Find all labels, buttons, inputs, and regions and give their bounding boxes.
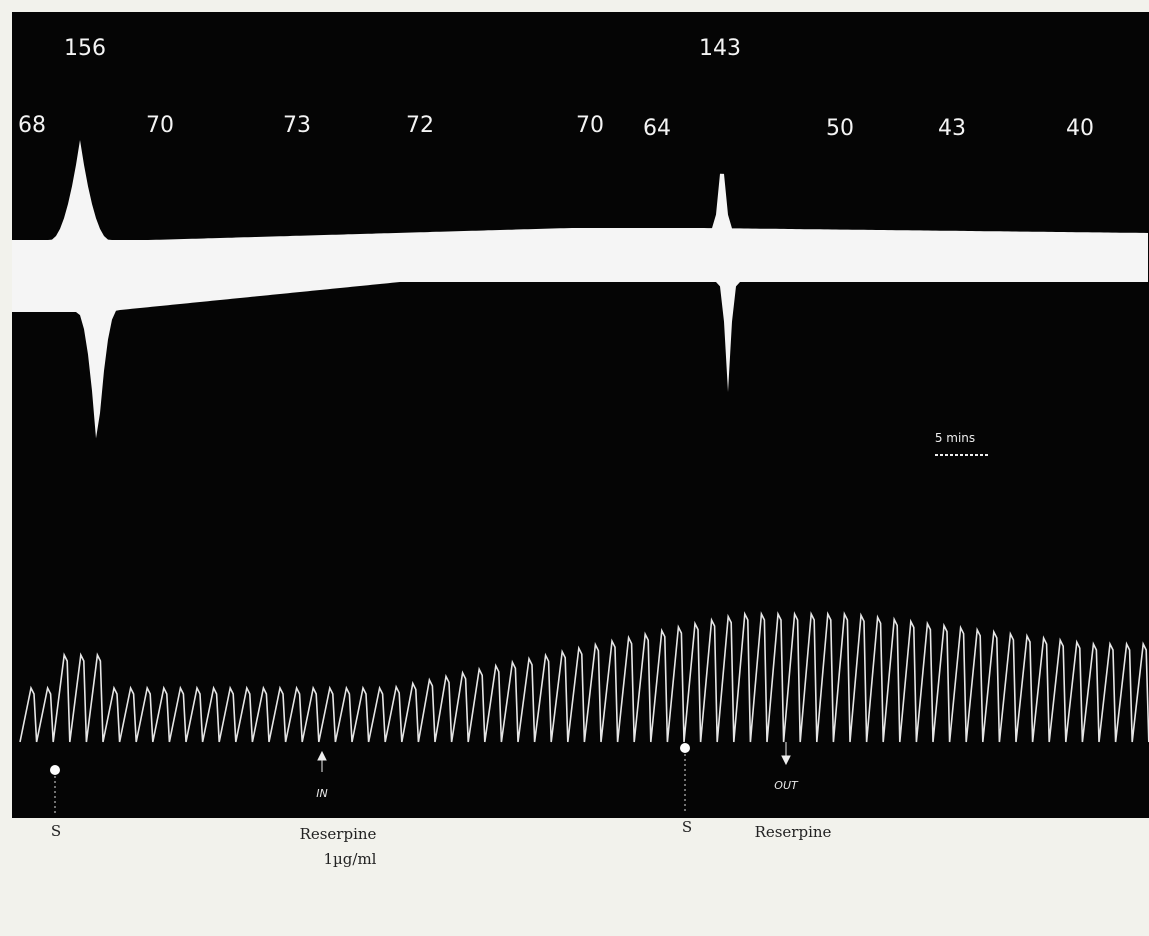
rate-label: 70 [146, 113, 174, 138]
rate-label: 73 [283, 113, 311, 138]
peak-label: 143 [699, 36, 741, 61]
rate-label: 72 [406, 113, 434, 138]
stimulus-label: S [682, 818, 692, 836]
stimulus-dot [680, 743, 690, 753]
drug-label: Reserpine [300, 825, 377, 843]
stimulus-dot [50, 765, 60, 775]
drug-label: Reserpine [755, 823, 832, 841]
arrow-label: IN [316, 787, 327, 800]
page: 156 143 68 70 73 72 70 64 50 43 40 5 min… [0, 0, 1149, 936]
rate-label: 43 [938, 116, 966, 141]
rate-label: 64 [643, 116, 671, 141]
scale-bar-label: 5 mins [935, 431, 975, 445]
rate-label: 40 [1066, 116, 1094, 141]
rate-label: 50 [826, 116, 854, 141]
stimulus-label: S [51, 822, 61, 840]
arrow-label: OUT [774, 779, 799, 792]
rate-label: 68 [18, 113, 46, 138]
rate-label: 70 [576, 113, 604, 138]
figure: 156 143 68 70 73 72 70 64 50 43 40 5 min… [0, 0, 1149, 936]
peak-label: 156 [64, 36, 106, 61]
dose-label: 1µg/ml [324, 850, 377, 868]
